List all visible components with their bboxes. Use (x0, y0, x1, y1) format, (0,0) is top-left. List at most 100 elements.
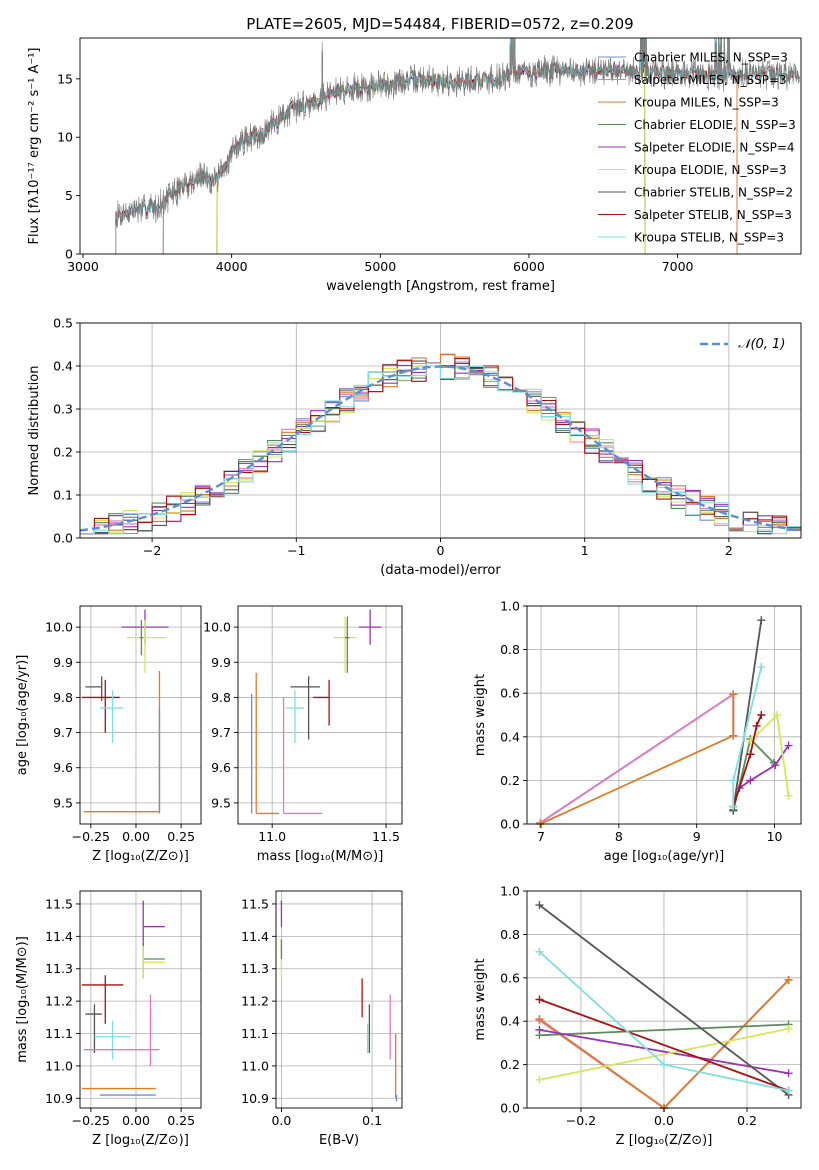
x-tick-label: 4000 (216, 259, 248, 274)
x-tick-label: 8 (615, 829, 623, 844)
x-tick-label: 0.00 (122, 1113, 150, 1128)
series-line (539, 998, 789, 1092)
legend-label: Salpeter ELODIE, N_SSP=4 (634, 141, 795, 155)
axes-frame (526, 605, 802, 825)
x-tick-label: 0.00 (122, 829, 150, 844)
y-tick-label: 0.6 (500, 686, 520, 701)
series-line (539, 692, 735, 824)
legend-label: Kroupa MILES, N_SSP=3 (634, 96, 779, 110)
y-tick-label: 9.7 (211, 725, 231, 740)
y-tick-label: 9.8 (53, 690, 73, 705)
spectrum-line (216, 38, 646, 254)
y-tick-label: 9.9 (53, 655, 73, 670)
legend-label: Kroupa STELIB, N_SSP=3 (634, 231, 784, 245)
y-tick-label: 5 (65, 188, 73, 203)
series-marker (729, 802, 738, 811)
y-tick-label: 11.4 (45, 929, 73, 944)
x-tick-label: 9 (693, 829, 701, 844)
x-tick-label: −0.25 (72, 1113, 110, 1128)
axes-frame (79, 605, 202, 825)
x-tick-label: 0.0 (271, 1113, 291, 1128)
x-axis-label: Z [log₁₀(Z/Z⊙)] (92, 849, 189, 864)
y-tick-label: 15 (57, 71, 73, 86)
y-tick-label: 9.7 (53, 725, 73, 740)
series-line (732, 737, 775, 812)
x-tick-label: 7 (537, 829, 545, 844)
y-tick-label: 0.6 (500, 970, 520, 985)
age-vs-metallicity-panel: −0.25 0.00 0.25 9.5 9.6 9.7 9.8 9.9 10.0 Z [log₁₀… (15, 605, 202, 864)
series-marker (784, 1086, 793, 1095)
series-line (539, 1029, 789, 1075)
y-axis-label: Flux [fλ10⁻¹⁷ erg cm⁻² s⁻¹ A⁻¹] (27, 48, 42, 245)
series-marker (752, 721, 761, 730)
x-tick-label: 0.25 (167, 829, 195, 844)
series-marker (729, 731, 738, 740)
series-marker (784, 975, 793, 984)
x-tick-label: 1 (581, 543, 589, 558)
y-tick-label: 0.2 (500, 773, 520, 788)
y-tick-label: 0.8 (500, 927, 520, 942)
y-tick-label: 0.0 (53, 531, 73, 546)
series-marker (784, 791, 793, 800)
x-axis-label: age [log₁₀(age/yr)] (604, 849, 725, 864)
y-axis-label: mass [log₁₀(M/M⊙)] (15, 936, 30, 1063)
mass-weight-vs-metallicity-panel: −0.2 0.0 0.2 0.0 0.2 0.4 0.6 0.8 1.0 Z [log₁₀(Z/Z… (473, 884, 802, 1148)
series-marker (757, 616, 766, 625)
y-axis-label: age [log₁₀(age/yr)] (15, 655, 30, 776)
y-tick-label: 0.4 (500, 1014, 520, 1029)
series-marker (757, 711, 766, 719)
y-tick-label: 0.8 (500, 642, 520, 657)
y-tick-label: 10.9 (45, 1091, 73, 1106)
series-line (732, 714, 763, 807)
series-marker (535, 1015, 544, 1024)
y-axis-label: mass weight (473, 958, 488, 1040)
y-tick-label: 1.0 (500, 599, 520, 614)
figure-title: PLATE=2605, MJD=54484, FIBERID=0572, z=0… (246, 15, 633, 33)
x-axis-label: mass [log₁₀(M/M⊙)] (257, 849, 384, 864)
y-tick-label: 11.5 (45, 896, 73, 911)
series-marker (784, 1024, 793, 1033)
y-axis-label: mass weight (473, 674, 488, 756)
series-marker (535, 995, 544, 1004)
x-tick-label: 10 (767, 829, 783, 844)
y-tick-label: 1.0 (500, 884, 520, 899)
series-marker (771, 761, 780, 770)
series-marker (772, 711, 781, 719)
x-tick-label: 0.25 (167, 1113, 195, 1128)
series-marker (535, 1075, 544, 1084)
x-tick-label: 11.0 (258, 829, 286, 844)
series-marker (746, 750, 755, 759)
series-marker (535, 1025, 544, 1034)
x-tick-label: 5000 (364, 259, 396, 274)
y-tick-label: 0 (65, 247, 73, 262)
series-line (539, 1027, 789, 1081)
x-tick-label: 7000 (662, 259, 694, 274)
age-vs-mass-panel: 11.0 11.5 9.5 9.6 9.7 9.8 9.9 10.0 mass [log₁₀(M… (203, 605, 403, 864)
series-marker (757, 663, 766, 672)
x-axis-label: Z [log₁₀(Z/Z⊙)] (616, 1133, 713, 1148)
legend-label: Kroupa ELODIE, N_SSP=3 (634, 163, 787, 177)
residual-panel: −2 −1 0 1 2 0.0 0.1 0.2 0.3 0.4 0.5 (data-model)/er… (27, 316, 802, 578)
y-tick-label: 0.3 (53, 402, 73, 417)
y-tick-label: 11.5 (241, 896, 269, 911)
series-marker (535, 947, 544, 956)
mass-vs-metallicity-panel: −0.25 0.00 0.25 10.9 11.0 11.1 11.2 11.3 11.4 11.… (15, 890, 202, 1148)
series-marker (660, 1060, 668, 1069)
y-tick-label: 10.9 (241, 1091, 269, 1106)
y-tick-label: 11.0 (45, 1058, 73, 1073)
spectrum-line (115, 38, 800, 229)
legend-label: Salpeter STELIB, N_SSP=3 (634, 208, 792, 222)
y-tick-label: 10.0 (45, 620, 73, 635)
y-tick-label: 0.4 (53, 359, 73, 374)
x-tick-label: 2 (725, 543, 733, 558)
series-line (539, 1023, 789, 1037)
spectrum-line (216, 38, 646, 254)
axes-frame (237, 605, 403, 825)
y-tick-label: 11.1 (241, 1026, 269, 1041)
y-tick-label: 9.6 (53, 760, 73, 775)
legend-label: Salpeter MILES, N_SSP=3 (634, 73, 787, 87)
axes-frame (79, 890, 202, 1109)
y-tick-label: 9.5 (211, 795, 231, 810)
x-tick-label: −1 (287, 543, 305, 558)
